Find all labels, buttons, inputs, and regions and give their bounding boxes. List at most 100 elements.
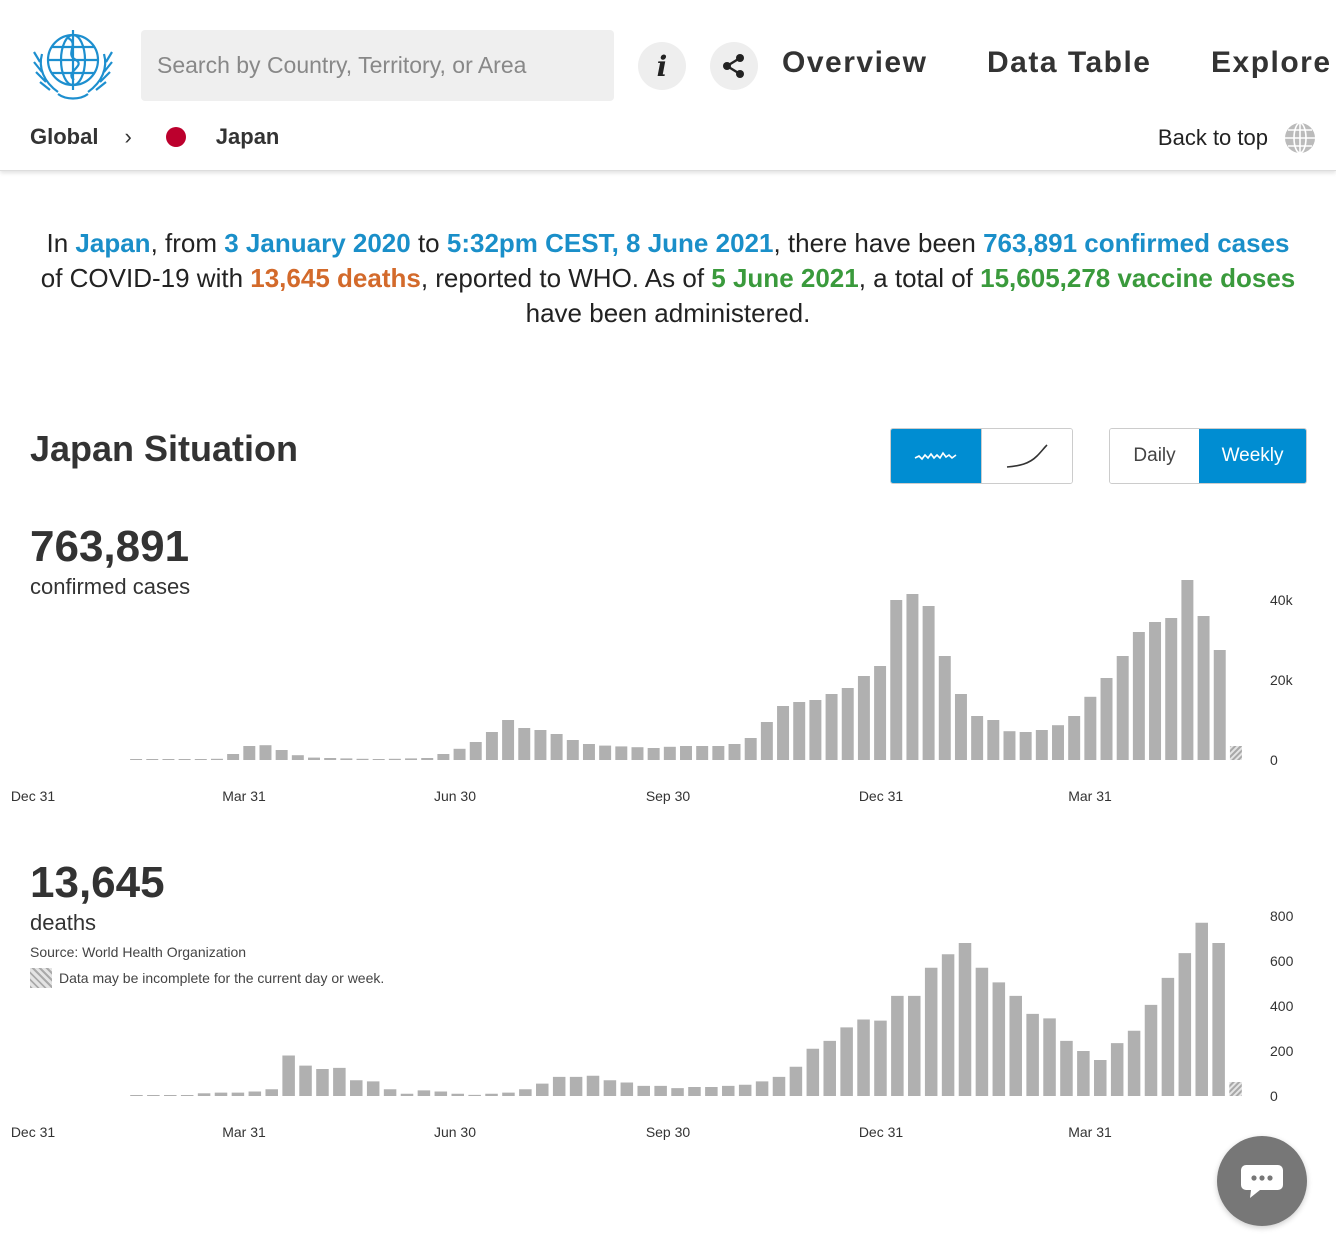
info-button[interactable]: i xyxy=(638,42,686,90)
nav-explore[interactable]: Explore xyxy=(1211,46,1332,79)
deaths-bar[interactable] xyxy=(586,1075,600,1096)
cases-bar[interactable] xyxy=(1165,618,1178,760)
cases-bar[interactable] xyxy=(502,720,515,760)
deaths-bar[interactable] xyxy=(654,1085,667,1096)
cases-bar[interactable] xyxy=(890,600,903,760)
cases-bar[interactable] xyxy=(453,748,466,760)
cases-bar[interactable] xyxy=(388,758,401,760)
cases-bar[interactable] xyxy=(1116,656,1129,760)
deaths-bar[interactable] xyxy=(806,1048,820,1096)
deaths-bar[interactable] xyxy=(417,1090,431,1096)
cases-bar[interactable] xyxy=(647,748,660,760)
deaths-bar[interactable] xyxy=(569,1076,583,1096)
deaths-bar[interactable] xyxy=(891,995,904,1096)
cases-bar[interactable] xyxy=(324,758,337,760)
deaths-bar[interactable] xyxy=(1161,977,1175,1096)
cases-bar[interactable] xyxy=(227,754,240,760)
deaths-bar[interactable] xyxy=(620,1082,634,1097)
cases-bar[interactable] xyxy=(582,744,595,760)
cases-bar[interactable] xyxy=(534,730,547,760)
deaths-bar[interactable] xyxy=(1110,1043,1124,1096)
cases-bar[interactable] xyxy=(405,758,418,760)
cases-bar[interactable] xyxy=(291,755,304,760)
cases-bar[interactable] xyxy=(210,758,223,760)
deaths-bar[interactable] xyxy=(468,1094,481,1096)
deaths-bar[interactable] xyxy=(705,1087,718,1096)
deaths-bar[interactable] xyxy=(975,967,989,1096)
cases-bar[interactable] xyxy=(550,734,563,760)
cases-bar[interactable] xyxy=(1132,632,1145,760)
cases-bar[interactable] xyxy=(906,594,919,760)
breadcrumb-global[interactable]: Global xyxy=(30,124,99,149)
per-period-view-button[interactable] xyxy=(891,429,982,483)
deaths-bar[interactable] xyxy=(231,1092,245,1096)
deaths-bar[interactable] xyxy=(248,1091,262,1097)
deaths-bar[interactable] xyxy=(197,1093,211,1096)
cases-bar[interactable] xyxy=(825,694,838,760)
cases-bar[interactable] xyxy=(1197,616,1210,760)
cases-bar[interactable] xyxy=(437,754,450,760)
cases-bar[interactable] xyxy=(1003,731,1016,760)
deaths-bar[interactable] xyxy=(958,943,972,1096)
deaths-bar[interactable] xyxy=(282,1055,295,1097)
nav-overview[interactable]: Overview xyxy=(782,46,928,79)
deaths-bar[interactable] xyxy=(1060,1040,1073,1096)
cases-bar[interactable] xyxy=(760,722,773,760)
cases-bar[interactable] xyxy=(793,702,806,760)
deaths-bar[interactable] xyxy=(1127,1030,1141,1096)
deaths-bar[interactable] xyxy=(536,1083,549,1096)
deaths-bar[interactable] xyxy=(400,1093,414,1096)
deaths-bar[interactable] xyxy=(755,1081,769,1096)
cases-bar[interactable] xyxy=(1019,732,1032,760)
cases-bar-incomplete[interactable] xyxy=(1229,746,1242,760)
cases-bar[interactable] xyxy=(971,716,984,760)
cases-bar[interactable] xyxy=(356,758,369,760)
deaths-bar-incomplete[interactable] xyxy=(1229,1082,1242,1096)
cases-bar[interactable] xyxy=(874,666,887,760)
deaths-bar[interactable] xyxy=(772,1076,786,1096)
deaths-bar[interactable] xyxy=(857,1019,870,1097)
deaths-bar[interactable] xyxy=(552,1076,566,1096)
search-input[interactable] xyxy=(141,30,614,101)
cases-bar[interactable] xyxy=(1100,678,1113,760)
cases-bar[interactable] xyxy=(954,694,967,760)
weekly-button[interactable]: Weekly xyxy=(1199,429,1306,483)
cases-bar[interactable] xyxy=(194,759,207,760)
deaths-bar[interactable] xyxy=(434,1091,448,1097)
cases-bar[interactable] xyxy=(744,738,757,760)
deaths-bar[interactable] xyxy=(1212,943,1225,1096)
deaths-bar[interactable] xyxy=(519,1089,532,1096)
cases-bar[interactable] xyxy=(663,746,676,760)
deaths-bar[interactable] xyxy=(299,1065,312,1096)
deaths-bar[interactable] xyxy=(265,1089,278,1096)
back-to-top-link[interactable]: Back to top xyxy=(1158,122,1316,154)
deaths-bar[interactable] xyxy=(908,995,921,1096)
deaths-bar[interactable] xyxy=(992,982,1006,1096)
cases-bar[interactable] xyxy=(485,732,498,760)
cases-bar[interactable] xyxy=(130,759,143,760)
deaths-bar[interactable] xyxy=(1178,953,1192,1096)
cases-bar[interactable] xyxy=(340,758,353,760)
cases-bar[interactable] xyxy=(599,745,612,760)
cases-bar[interactable] xyxy=(1181,580,1194,760)
cases-bar[interactable] xyxy=(922,606,935,760)
deaths-bar[interactable] xyxy=(485,1093,498,1096)
cases-bar[interactable] xyxy=(275,750,288,760)
deaths-bar[interactable] xyxy=(1009,995,1022,1096)
deaths-bar[interactable] xyxy=(333,1067,346,1096)
cases-bar[interactable] xyxy=(777,706,790,760)
cases-bar[interactable] xyxy=(162,759,175,760)
cumulative-view-button[interactable] xyxy=(981,429,1072,483)
deaths-bar[interactable] xyxy=(130,1095,143,1096)
cases-bar[interactable] xyxy=(1035,730,1048,760)
deaths-bar[interactable] xyxy=(874,1020,887,1096)
cases-bar[interactable] xyxy=(1084,696,1097,760)
deaths-bar[interactable] xyxy=(688,1087,701,1096)
cases-bar[interactable] xyxy=(518,728,531,760)
deaths-bar[interactable] xyxy=(1094,1060,1107,1096)
nav-data-table[interactable]: Data Table xyxy=(987,46,1152,79)
deaths-bar[interactable] xyxy=(1195,922,1208,1096)
deaths-bar[interactable] xyxy=(366,1081,380,1096)
cases-bar[interactable] xyxy=(243,746,256,760)
deaths-bar[interactable] xyxy=(1043,1018,1056,1096)
